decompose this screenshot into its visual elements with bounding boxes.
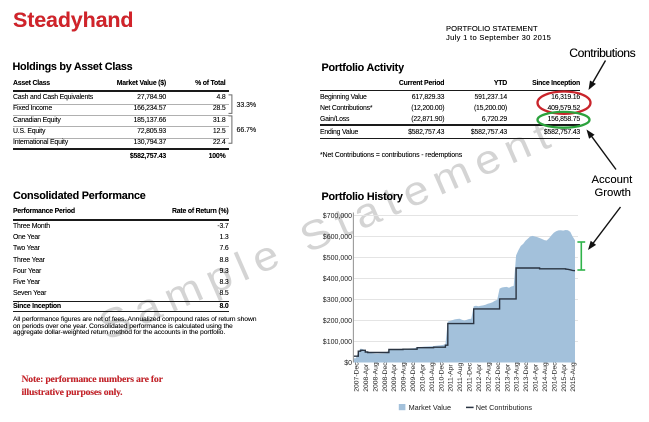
svg-text:2013-Apr: 2013-Apr: [504, 363, 511, 392]
svg-text:2008-Aug: 2008-Aug: [372, 362, 379, 392]
svg-text:Market Value: Market Value: [409, 403, 451, 412]
svg-text:2011-Aug: 2011-Aug: [457, 363, 464, 392]
svg-text:$300,000: $300,000: [323, 297, 352, 304]
svg-text:$700,000: $700,000: [323, 213, 352, 220]
svg-text:2007-Dec: 2007-Dec: [354, 362, 361, 392]
svg-text:2008-Apr: 2008-Apr: [363, 363, 370, 392]
svg-text:$500,000: $500,000: [323, 255, 352, 262]
svg-text:2015-Aug: 2015-Aug: [570, 362, 577, 392]
svg-text:2009-Aug: 2009-Aug: [401, 362, 408, 392]
svg-text:2009-Dec: 2009-Dec: [410, 362, 417, 392]
svg-text:2009-Apr: 2009-Apr: [391, 363, 398, 392]
svg-text:2011-Dec: 2011-Dec: [467, 362, 474, 392]
svg-text:2011-Apr: 2011-Apr: [448, 364, 455, 392]
svg-text:2013-Dec: 2013-Dec: [523, 362, 530, 392]
svg-text:2012-Apr: 2012-Apr: [476, 363, 483, 392]
svg-text:$100,000: $100,000: [323, 339, 352, 346]
svg-text:2010-Apr: 2010-Apr: [420, 363, 427, 392]
svg-text:$400,000: $400,000: [323, 276, 352, 283]
svg-text:$200,000: $200,000: [323, 318, 352, 325]
svg-text:2012-Aug: 2012-Aug: [485, 362, 492, 392]
svg-text:2014-Aug: 2014-Aug: [542, 362, 549, 392]
svg-text:2015-Apr: 2015-Apr: [561, 363, 568, 392]
svg-text:2013-Aug: 2013-Aug: [514, 362, 521, 392]
svg-text:2012-Dec: 2012-Dec: [495, 362, 502, 392]
svg-text:2008-Dec: 2008-Dec: [382, 362, 389, 392]
svg-text:2014-Dec: 2014-Dec: [551, 362, 558, 392]
svg-text:2010-Dec: 2010-Dec: [438, 362, 445, 392]
svg-text:2010-Aug: 2010-Aug: [429, 362, 436, 392]
svg-text:Net Contributions: Net Contributions: [476, 403, 533, 412]
svg-text:$600,000: $600,000: [323, 234, 352, 241]
svg-text:2014-Apr: 2014-Apr: [533, 363, 540, 392]
svg-text:$0: $0: [344, 360, 352, 367]
